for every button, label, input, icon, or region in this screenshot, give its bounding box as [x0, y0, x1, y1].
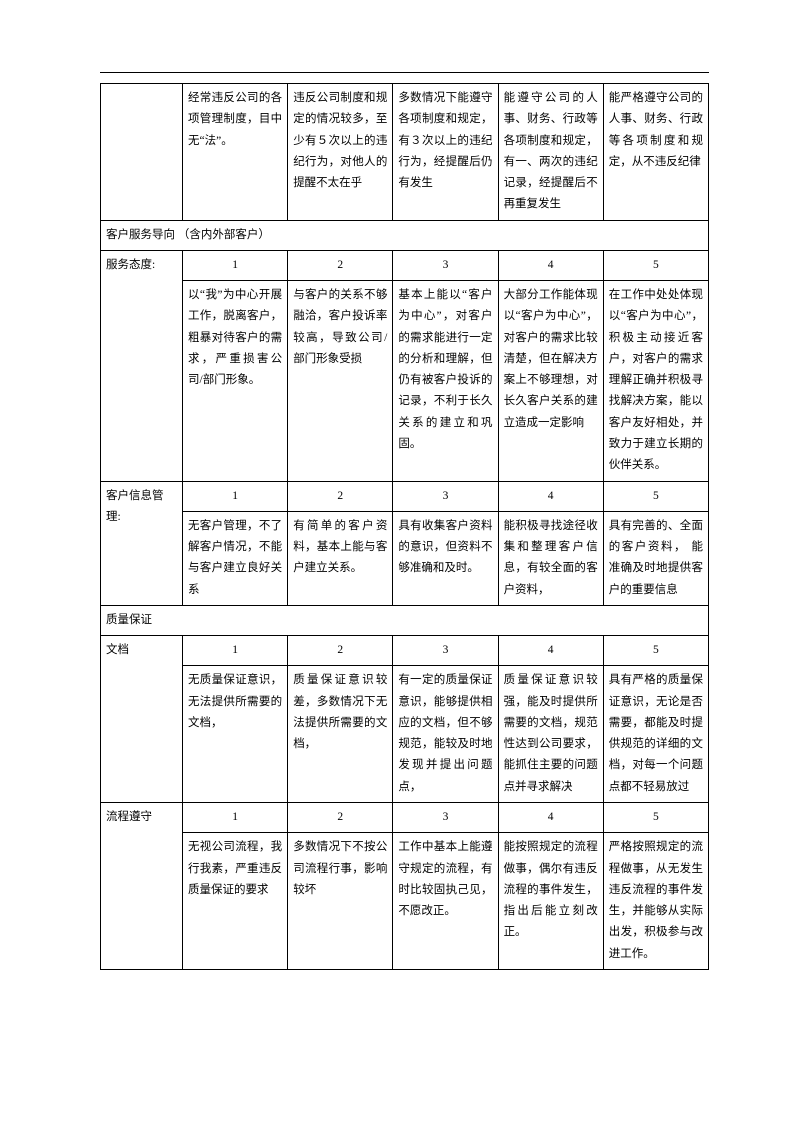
- cell: 能严格遵守公司的人事、财务、行政等各项制度和规定，从不违反纪律: [603, 84, 708, 221]
- cell: 大部分工作能体现以“客户为中心”，对客户的需求比较清楚，但在解决方案上不够理想，…: [498, 281, 603, 481]
- table-row: 流程遵守 1 2 3 4 5: [101, 802, 709, 832]
- cell: 多数情况下不按公司流程行事，影响较坏: [288, 833, 393, 970]
- score-num: 2: [288, 250, 393, 280]
- cell: 无质量保证意识，无法提供所需要的文档，: [183, 666, 288, 803]
- table-row: 经常违反公司的各项管理制度，目中无“法”。 违反公司制度和规定的情况较多，至少有…: [101, 84, 709, 221]
- cell: 基本上能以“客户为中心”，对客户的需求能进行一定的分析和理解，但仍有被客户投诉的…: [393, 281, 498, 481]
- row-label: 文档: [101, 636, 183, 803]
- score-num: 5: [603, 481, 708, 511]
- row-label: 服务态度:: [101, 250, 183, 481]
- section-header-row: 客户服务导向 （含内外部客户）: [101, 220, 709, 250]
- score-num: 2: [288, 481, 393, 511]
- header-rule: [100, 72, 709, 73]
- cell: 质量保证意识较差，多数情况下无法提供所需要的文档，: [288, 666, 393, 803]
- score-num: 2: [288, 636, 393, 666]
- cell: 具有完善的、全面的客户资料， 能准确及时地提供客户的重要信息: [603, 511, 708, 605]
- cell: 能积极寻找途径收集和整理客户信息，有较全面的客户资料，: [498, 511, 603, 605]
- score-num: 3: [393, 636, 498, 666]
- score-num: 4: [498, 481, 603, 511]
- score-num: 1: [183, 250, 288, 280]
- row-label: 客户信息管理:: [101, 481, 183, 605]
- table-row: 以“我”为中心开展工作，脱离客户，粗暴对待客户的需求，严重损害公司/部门形象。 …: [101, 281, 709, 481]
- score-num: 3: [393, 802, 498, 832]
- score-num: 3: [393, 481, 498, 511]
- table-row: 无视公司流程，我行我素，严重违反质量保证的要求 多数情况下不按公司流程行事，影响…: [101, 833, 709, 970]
- section-title: 客户服务导向 （含内外部客户）: [101, 220, 709, 250]
- cell: 严格按照规定的流程做事，从无发生违反流程的事件发生，并能够从实际出发，积极参与改…: [603, 833, 708, 970]
- section-header-row: 质量保证: [101, 605, 709, 635]
- cell: 以“我”为中心开展工作，脱离客户，粗暴对待客户的需求，严重损害公司/部门形象。: [183, 281, 288, 481]
- score-num: 5: [603, 802, 708, 832]
- cell: 无客户管理，不了解客户情况，不能与客户建立良好关系: [183, 511, 288, 605]
- score-num: 4: [498, 636, 603, 666]
- cell: 具有收集客户资料的意识，但资料不够准确和及时。: [393, 511, 498, 605]
- score-num: 5: [603, 250, 708, 280]
- table-row: 服务态度: 1 2 3 4 5: [101, 250, 709, 280]
- table-row: 文档 1 2 3 4 5: [101, 636, 709, 666]
- score-num: 3: [393, 250, 498, 280]
- cell: 经常违反公司的各项管理制度，目中无“法”。: [183, 84, 288, 221]
- cell: 多数情况下能遵守各项制度和规定，有３次以上的违纪行为，经提醒后仍有发生: [393, 84, 498, 221]
- cell: 有一定的质量保证意识，能够提供相应的文档，但不够规范，能较及时地发现并提出问题点…: [393, 666, 498, 803]
- score-num: 4: [498, 250, 603, 280]
- table-row: 无客户管理，不了解客户情况，不能与客户建立良好关系 有简单的客户资料，基本上能与…: [101, 511, 709, 605]
- score-num: 1: [183, 802, 288, 832]
- table-row: 客户信息管理: 1 2 3 4 5: [101, 481, 709, 511]
- section-title: 质量保证: [101, 605, 709, 635]
- cell: 能遵守公司的人事、财务、行政等各项制度和规定，有一、两次的违纪记录，经提醒后不再…: [498, 84, 603, 221]
- score-num: 4: [498, 802, 603, 832]
- cell: 有简单的客户资料，基本上能与客户建立关系。: [288, 511, 393, 605]
- cell: 在工作中处处体现以“客户为中心”，积极主动接近客户，对客户的需求理解正确并积极寻…: [603, 281, 708, 481]
- table-row: 无质量保证意识，无法提供所需要的文档， 质量保证意识较差，多数情况下无法提供所需…: [101, 666, 709, 803]
- cell: 无视公司流程，我行我素，严重违反质量保证的要求: [183, 833, 288, 970]
- cell: 工作中基本上能遵守规定的流程，有时比较固执己见，不愿改正。: [393, 833, 498, 970]
- cell: 质量保证意识较强，能及时提供所需要的文档，规范性达到公司要求，能抓住主要的问题点…: [498, 666, 603, 803]
- cell: 具有严格的质量保证意识，无论是否需要，都能及时提供规范的详细的文档，对每一个问题…: [603, 666, 708, 803]
- evaluation-table: 经常违反公司的各项管理制度，目中无“法”。 违反公司制度和规定的情况较多，至少有…: [100, 83, 709, 970]
- cell: 能按照规定的流程做事，偶尔有违反流程的事件发生，指出后能立刻改正。: [498, 833, 603, 970]
- score-num: 2: [288, 802, 393, 832]
- score-num: 1: [183, 636, 288, 666]
- row-label: 流程遵守: [101, 802, 183, 969]
- row-label: [101, 84, 183, 221]
- score-num: 5: [603, 636, 708, 666]
- cell: 与客户的关系不够融洽，客户投诉率较高，导致公司/部门形象受损: [288, 281, 393, 481]
- score-num: 1: [183, 481, 288, 511]
- cell: 违反公司制度和规定的情况较多，至少有５次以上的违纪行为，对他人的提醒不太在乎: [288, 84, 393, 221]
- document-page: 经常违反公司的各项管理制度，目中无“法”。 违反公司制度和规定的情况较多，至少有…: [0, 0, 793, 1030]
